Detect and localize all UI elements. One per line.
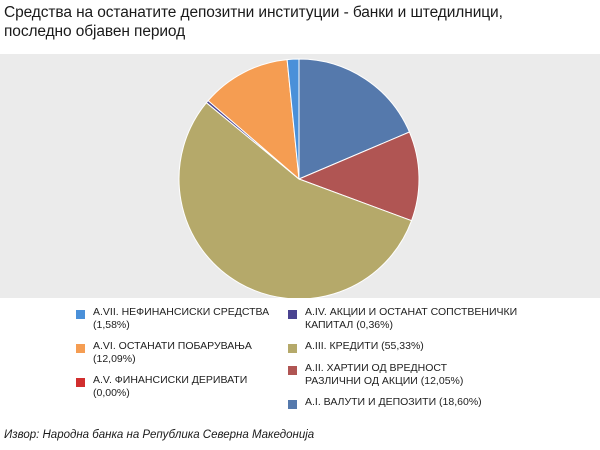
legend: A.VII. НЕФИНАНСИСКИ СРЕДСТВА (1,58%) A.IV… <box>0 298 600 422</box>
pie-slice-3 <box>178 101 413 298</box>
legend-swatch <box>288 310 297 319</box>
legend-label: A.VII. НЕФИНАНСИСКИ СРЕДСТВА (1,58%) <box>93 306 270 331</box>
pie-slice-2 <box>297 131 420 222</box>
legend-label: A.VI. ОСТАНАТИ ПОБАРУВАЊА (12,09%) <box>93 340 252 365</box>
plot-area <box>0 54 600 298</box>
legend-item: A.VII. НЕФИНАНСИСКИ СРЕДСТВА (1,58%) <box>76 306 269 331</box>
legend-swatch <box>76 310 85 319</box>
legend-item: A.II. ХАРТИИ ОД ВРЕДНОСТ РАЗЛИЧНИ ОД АКЦ… <box>288 362 463 387</box>
legend-swatch <box>288 366 297 375</box>
pie-slice-7 <box>286 58 300 180</box>
pie-chart <box>178 58 420 298</box>
legend-swatch <box>288 344 297 353</box>
legend-item: A.I. ВАЛУТИ И ДЕПОЗИТИ (18,60%) <box>288 396 482 409</box>
pie-slice-6 <box>207 59 300 181</box>
source-note: Извор: Народна банка на Република Северн… <box>4 429 315 441</box>
legend-label: A.I. ВАЛУТИ И ДЕПОЗИТИ (18,60%) <box>305 396 482 408</box>
chart-title: Средства на останатите депозитни институ… <box>4 4 503 40</box>
legend-swatch <box>288 400 297 409</box>
legend-item: A.IV. АКЦИИ И ОСТАНАТ СОПСТВЕНИЧКИ КАПИТ… <box>288 306 517 331</box>
legend-label: A.V. ФИНАНСИСКИ ДЕРИВАТИ (0,00%) <box>93 374 248 399</box>
legend-swatch <box>76 344 85 353</box>
legend-label: A.III. КРЕДИТИ (55,33%) <box>305 340 424 352</box>
legend-label: A.IV. АКЦИИ И ОСТАНАТ СОПСТВЕНИЧКИ КАПИТ… <box>305 306 518 331</box>
pie-slice-1 <box>298 58 411 180</box>
legend-swatch <box>76 378 85 387</box>
legend-label: A.II. ХАРТИИ ОД ВРЕДНОСТ РАЗЛИЧНИ ОД АКЦ… <box>305 362 464 387</box>
legend-item: A.VI. ОСТАНАТИ ПОБАРУВАЊА (12,09%) <box>76 340 252 365</box>
legend-item: A.III. КРЕДИТИ (55,33%) <box>288 340 424 353</box>
legend-item: A.V. ФИНАНСИСКИ ДЕРИВАТИ (0,00%) <box>76 374 247 399</box>
